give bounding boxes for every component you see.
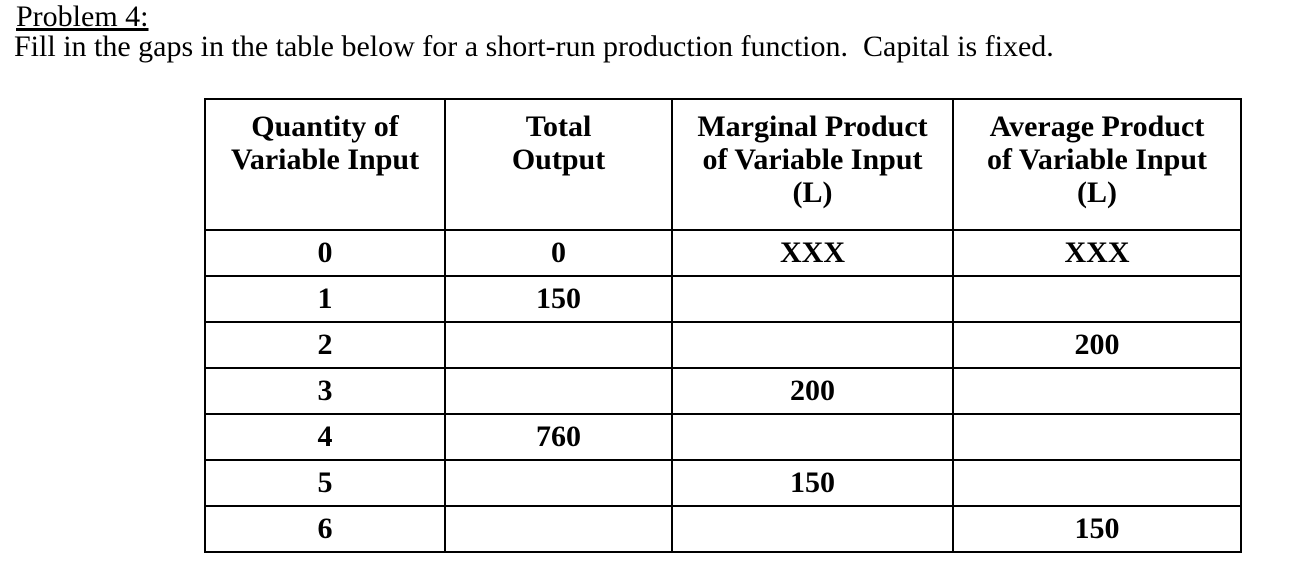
- header-average-product: Average Product of Variable Input (L): [952, 98, 1242, 231]
- cell-marginal-product: [671, 413, 954, 461]
- problem-instruction: Fill in the gaps in the table below for …: [14, 30, 1054, 63]
- cell-total-output: [444, 321, 673, 369]
- table-row: 3 200: [204, 367, 1242, 415]
- cell-marginal-product: [671, 505, 954, 553]
- cell-total-output: [444, 505, 673, 553]
- header-quantity-of-variable-input: Quantity of Variable Input: [204, 98, 446, 231]
- cell-quantity: 5: [204, 459, 446, 507]
- cell-quantity: 3: [204, 367, 446, 415]
- cell-average-product: 200: [952, 321, 1242, 369]
- cell-average-product: 150: [952, 505, 1242, 553]
- cell-total-output: 0: [444, 229, 673, 277]
- cell-quantity: 6: [204, 505, 446, 553]
- production-function-table: Quantity of Variable Input Total Output …: [204, 98, 1242, 553]
- table-header-row: Quantity of Variable Input Total Output …: [204, 98, 1242, 231]
- table-row: 4 760: [204, 413, 1242, 461]
- cell-quantity: 1: [204, 275, 446, 323]
- table-row: 5 150: [204, 459, 1242, 507]
- cell-quantity: 0: [204, 229, 446, 277]
- cell-average-product: XXX: [952, 229, 1242, 277]
- cell-total-output: 760: [444, 413, 673, 461]
- cell-average-product: [952, 413, 1242, 461]
- cell-marginal-product: 150: [671, 459, 954, 507]
- cell-total-output: 150: [444, 275, 673, 323]
- cell-marginal-product: 200: [671, 367, 954, 415]
- cell-marginal-product: [671, 275, 954, 323]
- cell-total-output: [444, 367, 673, 415]
- cell-marginal-product: [671, 321, 954, 369]
- header-total-output: Total Output: [444, 98, 673, 231]
- cell-marginal-product: XXX: [671, 229, 954, 277]
- header-marginal-product: Marginal Product of Variable Input (L): [671, 98, 954, 231]
- table-row: 2 200: [204, 321, 1242, 369]
- cell-total-output: [444, 459, 673, 507]
- problem-title: Problem 4:: [16, 0, 149, 33]
- cell-average-product: [952, 459, 1242, 507]
- table-row: 0 0 XXX XXX: [204, 229, 1242, 277]
- cell-average-product: [952, 367, 1242, 415]
- cell-quantity: 4: [204, 413, 446, 461]
- table-row: 6 150: [204, 505, 1242, 553]
- cell-quantity: 2: [204, 321, 446, 369]
- cell-average-product: [952, 275, 1242, 323]
- table-row: 1 150: [204, 275, 1242, 323]
